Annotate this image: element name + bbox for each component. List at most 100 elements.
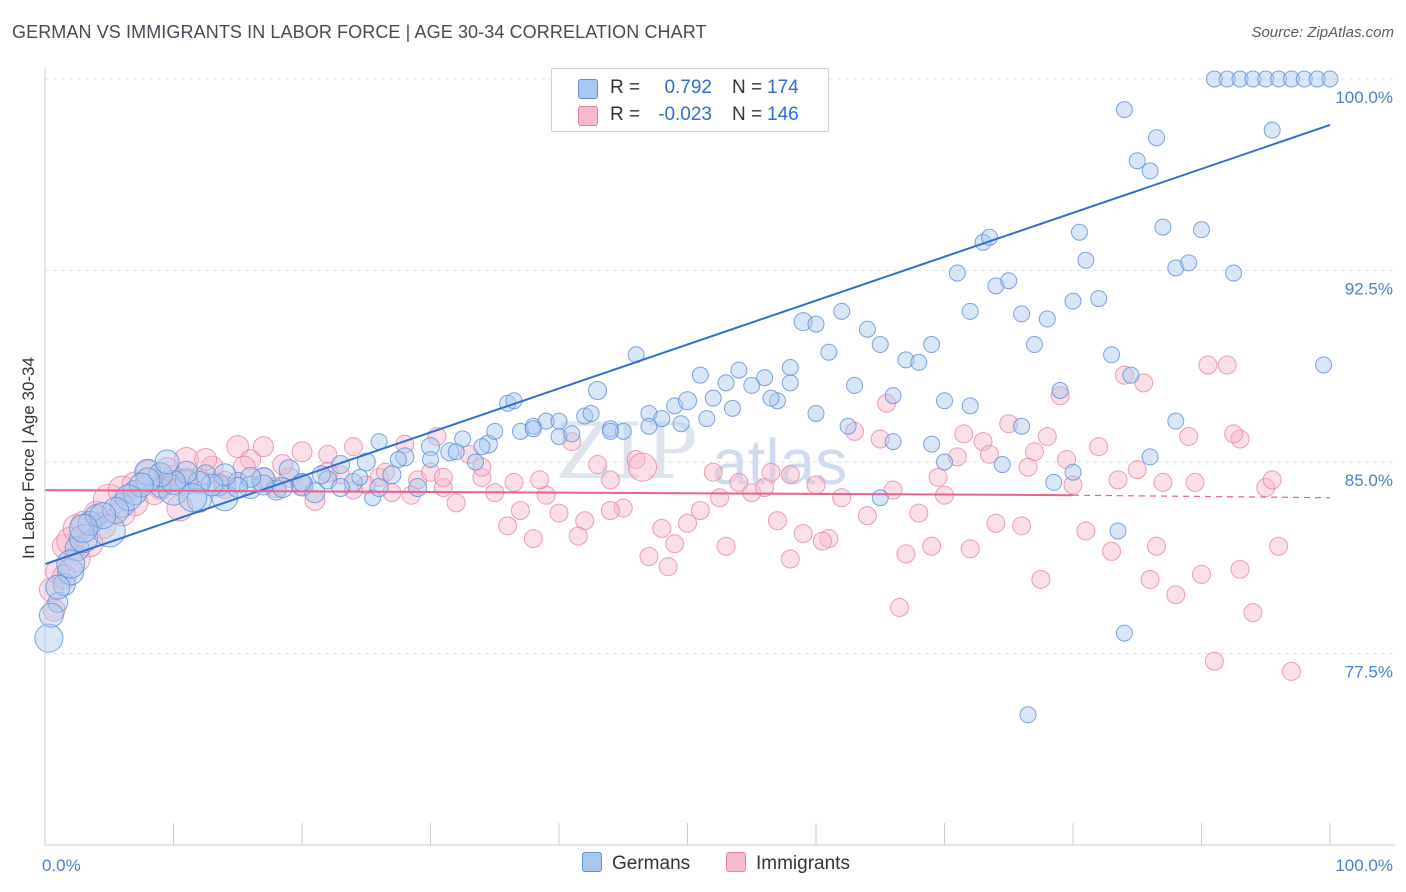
german-point xyxy=(227,471,249,493)
immigrant-point xyxy=(710,488,730,508)
immigrant-point xyxy=(173,446,199,472)
immigrant-point xyxy=(761,462,781,482)
immigrant-point xyxy=(1127,460,1147,480)
immigrant-point xyxy=(1063,475,1083,495)
german-point xyxy=(993,456,1011,474)
german-point xyxy=(38,602,64,628)
german-point xyxy=(1000,272,1018,290)
immigrant-point xyxy=(1224,424,1244,444)
german-point xyxy=(698,410,716,428)
german-point xyxy=(331,455,351,475)
germans-n-value: 174 xyxy=(767,77,799,98)
german-point xyxy=(395,447,415,467)
german-point xyxy=(1315,356,1333,374)
x-tick-label: 0.0% xyxy=(42,856,81,875)
immigrant-points xyxy=(38,355,1301,681)
immigrant-point xyxy=(510,501,530,521)
immigrant-point xyxy=(652,518,672,538)
german-point xyxy=(408,478,428,498)
german-point xyxy=(723,399,741,417)
immigrant-point xyxy=(896,544,916,564)
german-point xyxy=(1109,522,1127,540)
german-point xyxy=(839,417,857,435)
immigrant-point xyxy=(1102,541,1122,561)
immigrants-r-label: R = xyxy=(610,104,641,125)
german-point xyxy=(1064,463,1082,481)
immigrants-n-label: N = xyxy=(732,104,763,125)
immigrant-point xyxy=(588,455,608,475)
immigrant-point xyxy=(504,472,524,492)
german-point xyxy=(252,474,274,496)
germans-swatch xyxy=(578,79,598,99)
immigrant-point xyxy=(639,546,659,566)
german-point xyxy=(781,374,799,392)
german-point xyxy=(910,353,928,371)
german-point xyxy=(174,460,198,484)
german-point xyxy=(1051,382,1069,400)
trend-lines xyxy=(44,124,1331,566)
immigrant-point xyxy=(343,437,363,457)
immigrant-point xyxy=(291,441,313,463)
german-point xyxy=(447,443,465,461)
immigrant-point xyxy=(1108,470,1128,490)
german-point xyxy=(1321,70,1339,88)
immigrant-point xyxy=(1204,651,1224,671)
immigrant-point xyxy=(954,424,974,444)
immigrant-point xyxy=(729,472,749,492)
immigrant-point xyxy=(909,503,929,523)
immigrant-point xyxy=(1031,569,1051,589)
immigrant-point xyxy=(1185,472,1205,492)
germans-legend-swatch xyxy=(582,852,602,872)
immigrant-point xyxy=(1230,559,1250,579)
german-point xyxy=(1013,305,1031,323)
german-point xyxy=(1148,129,1166,147)
german-point xyxy=(640,417,658,435)
immigrant-point xyxy=(857,506,877,526)
german-point xyxy=(987,277,1005,295)
german-point xyxy=(421,437,440,457)
immigrant-point xyxy=(922,536,942,556)
german-point xyxy=(961,302,979,320)
german-point xyxy=(1122,366,1140,384)
german-point xyxy=(936,453,953,471)
immigrant-point xyxy=(767,511,787,531)
german-point xyxy=(537,412,555,430)
immigrant-point xyxy=(446,493,466,513)
immigrant-point xyxy=(317,461,339,483)
german-point xyxy=(743,376,761,394)
immigrant-point xyxy=(979,444,999,464)
immigrant-point xyxy=(999,414,1019,434)
german-point xyxy=(440,442,460,462)
german-point xyxy=(936,392,953,410)
immigrant-point xyxy=(780,465,800,485)
immigrant-point xyxy=(523,529,543,549)
german-point xyxy=(762,389,780,407)
immigrant-point xyxy=(1179,426,1199,446)
immigrants-n-value: 146 xyxy=(767,104,799,125)
german-point xyxy=(511,422,529,440)
immigrant-point xyxy=(1198,355,1218,375)
german-point xyxy=(807,315,825,333)
german-point xyxy=(1025,336,1043,354)
immigrant-point xyxy=(812,531,832,551)
immigrant-point xyxy=(1192,564,1211,584)
german-point xyxy=(793,312,813,332)
immigrant-point xyxy=(1140,569,1160,589)
immigrants-r-value: -0.023 xyxy=(658,104,712,125)
immigrant-point xyxy=(600,470,620,490)
immigrant-point xyxy=(1134,373,1154,393)
german-point xyxy=(1308,70,1326,88)
german-point xyxy=(1154,218,1172,236)
immigrant-point xyxy=(549,503,569,523)
immigrant-point xyxy=(890,598,910,618)
immigrant-point xyxy=(318,444,338,464)
correlation-legend: R = 0.792 N = 174 R = -0.023 N = 146 xyxy=(551,68,829,132)
german-point xyxy=(213,463,237,487)
immigrant-point xyxy=(780,549,800,569)
german-point xyxy=(34,623,64,653)
german-point xyxy=(923,336,941,354)
y-tick-label: 77.5% xyxy=(1345,663,1393,682)
immigrant-point xyxy=(252,436,274,458)
immigrant-point xyxy=(678,513,697,533)
german-points xyxy=(34,70,1339,724)
